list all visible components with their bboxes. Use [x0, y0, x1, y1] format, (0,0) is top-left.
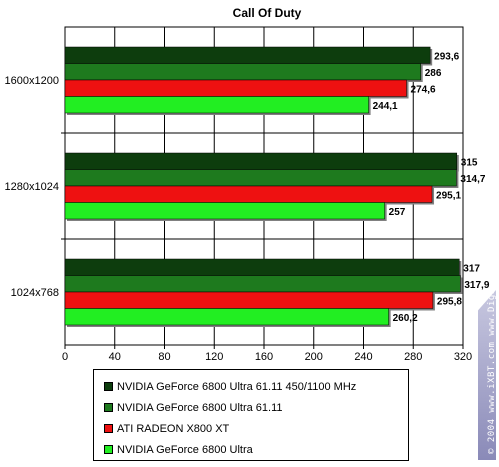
bar [64, 275, 461, 293]
legend-item: NVIDIA GeForce 6800 Ultra 61.11 [104, 397, 408, 418]
data-label: 274,6 [411, 84, 436, 95]
x-tick-label: 40 [109, 351, 121, 363]
data-label: 317 [463, 263, 480, 274]
data-label: 293,6 [434, 51, 459, 62]
legend-swatch [104, 424, 113, 433]
bar [64, 185, 433, 203]
x-tick-label: 280 [404, 351, 422, 363]
legend-label: NVIDIA GeForce 6800 Ultra [117, 443, 253, 456]
legend-item: NVIDIA GeForce 6800 Ultra [104, 439, 408, 460]
x-tick-label: 240 [354, 351, 372, 363]
bar [64, 291, 434, 309]
legend-item: NVIDIA GeForce 6800 Ultra 61.11 450/1100… [104, 376, 408, 397]
chart-title: Call Of Duty [233, 6, 302, 20]
legend-swatch [104, 382, 113, 391]
bar [64, 308, 389, 326]
legend-swatch [104, 445, 113, 454]
bar [64, 46, 431, 64]
category-label: 1280x1024 [5, 181, 59, 193]
legend-label: ATI RADEON X800 XT [117, 422, 230, 435]
data-label: 295,8 [437, 296, 462, 307]
legend-swatch [104, 403, 113, 412]
bar [64, 152, 458, 170]
x-tick-label: 160 [255, 351, 273, 363]
category-label: 1024x768 [11, 287, 59, 299]
x-tick-label: 120 [205, 351, 223, 363]
data-label: 314,7 [460, 174, 485, 185]
legend: NVIDIA GeForce 6800 Ultra 61.11 450/1100… [93, 369, 409, 461]
x-tick-label: 320 [454, 351, 472, 363]
data-label: 317,9 [464, 280, 489, 291]
bar [64, 79, 407, 97]
bar [64, 169, 457, 187]
data-label: 244,1 [373, 101, 398, 112]
x-tick-label: 200 [305, 351, 323, 363]
x-tick-label: 0 [62, 351, 68, 363]
legend-label: NVIDIA GeForce 6800 Ultra 61.11 450/1100… [117, 380, 357, 393]
category-label: 1600x1200 [5, 75, 59, 87]
bar [64, 202, 385, 220]
category-labels: 1600x1200 1280x1024 1024x768 [5, 75, 59, 299]
bar [64, 96, 369, 114]
legend-item: ATI RADEON X800 XT [104, 418, 408, 439]
data-label: 315 [461, 157, 478, 168]
data-label: 260,2 [393, 313, 418, 324]
data-label: 295,1 [436, 190, 461, 201]
legend-label: NVIDIA GeForce 6800 Ultra 61.11 [117, 401, 283, 414]
watermark: © 2004 www.iXBT.com www.Digit-Life.com [478, 290, 496, 460]
x-axis: 0 40 80 120 160 200 240 280 320 [62, 345, 472, 363]
bar [64, 258, 460, 276]
bars: 293,6 286 274,6 244,1 315 314,7 295,1 257 317 317… [64, 46, 490, 327]
bar-chart: Call Of Duty 293,6286274,6244,1315314,72… [5, 6, 490, 363]
data-label: 257 [389, 207, 406, 218]
bar [64, 63, 421, 81]
x-tick-label: 80 [158, 351, 170, 363]
data-label: 286 [425, 68, 442, 79]
